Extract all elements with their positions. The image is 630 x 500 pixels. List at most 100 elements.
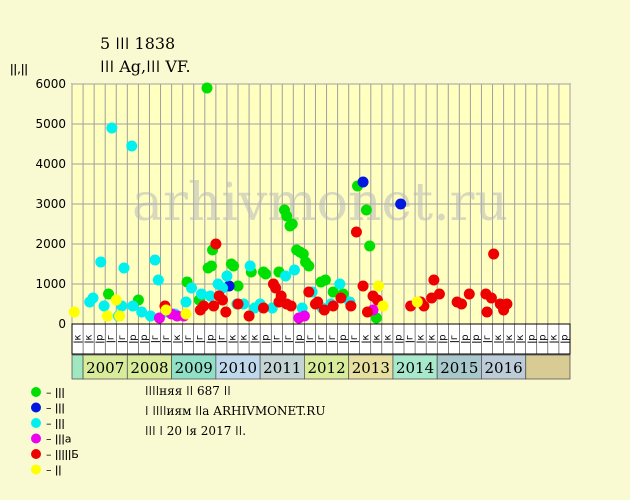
category-label: ǀр [294,334,305,343]
data-point [501,298,513,310]
year-label: 2007 [86,359,124,377]
data-point [232,280,244,292]
data-point [243,310,255,322]
data-point [186,282,198,294]
legend-entry: – ǀǀǀа [46,433,71,446]
category-label: ǀг [316,335,327,343]
data-point [318,304,330,316]
data-point [281,210,293,222]
category-label: ǀг [449,335,460,343]
y-tick-label: 5000 [35,117,66,131]
data-point [118,262,130,274]
data-point [208,300,220,312]
year-band: 2007 2008 2009 2010 2011 2012 2013 2014 2015 2016 [71,354,571,380]
data-point [145,310,157,322]
data-point [228,260,240,272]
legend-marker [31,418,41,428]
data-point [270,282,282,294]
data-point [334,278,346,290]
legend-marker [31,449,41,459]
legend-marker [31,464,41,475]
category-label: ǀг [106,335,117,343]
watermark: arhivmonet.ru [132,173,508,233]
data-point [204,290,216,302]
category-label: ǀк [84,335,95,344]
legend-entry: – ǀǀǀ [46,417,65,430]
category-label: ǀг [283,335,294,343]
category-label: ǀр [393,334,404,343]
y-tick-label: 1000 [35,277,66,291]
data-point [221,270,233,282]
year-label: 2016 [485,359,523,377]
data-point [195,288,207,300]
data-point [220,306,232,318]
category-label: ǀг [117,335,128,343]
year-cell [303,354,350,380]
data-point [350,226,362,238]
data-point [285,300,297,312]
data-point [327,286,339,298]
data-point [126,140,138,152]
year-cell [71,354,84,380]
legend-marker [31,387,41,397]
category-label: ǀк [416,335,427,344]
category-label: ǀк [493,335,504,344]
data-point [106,122,118,134]
data-point [198,300,210,312]
data-point [152,274,164,286]
data-point [95,256,107,268]
legend-entry: – ǀǀǀ [46,386,65,399]
data-point [395,198,407,210]
category-label: ǀр [205,334,216,343]
data-point [373,280,385,292]
data-point [288,264,300,276]
category-label: ǀк [360,335,371,344]
data-point [286,218,298,230]
chart-subtitle: ǀǀǀ Ag,ǀǀǀ VF. [100,57,191,76]
year-label: 2013 [352,359,390,377]
data-point [260,268,272,280]
data-point [275,290,287,302]
category-label: ǀр [95,334,106,343]
category-label: ǀг [405,335,416,343]
data-point [205,260,217,272]
data-point [127,300,139,312]
year-cell [348,354,394,380]
y-tick-label: 3000 [35,197,66,211]
category-label: ǀр [559,334,570,343]
data-points [68,82,513,324]
data-point [244,260,256,272]
year-cell [171,354,217,380]
data-point [210,238,222,250]
data-point [312,296,324,308]
data-point [360,204,372,216]
category-label: ǀр [460,334,471,343]
y-tick-label: 0 [58,317,66,331]
info-line-3: ǀǀǀ ǀ 20 ǀя 2017 ǀǀ. [145,424,246,438]
data-point [433,288,445,300]
data-point [153,312,165,324]
year-label: 2008 [130,359,168,377]
data-point [488,248,500,260]
category-label: ǀк [172,335,183,344]
data-point [463,288,475,300]
year-cell [436,354,482,380]
category-label: ǀк [515,335,526,344]
data-point [428,274,440,286]
year-label: 2009 [175,359,213,377]
data-point [160,304,172,316]
category-label: ǀр [537,334,548,343]
data-point [481,306,493,318]
category-label: ǀр [526,334,537,343]
legend-marker [31,433,41,444]
y-ticks: 0 1000 2000 3000 4000 5000 6000 [35,77,66,331]
category-label: ǀг [183,335,194,343]
data-point [87,292,99,304]
year-cell [126,354,173,380]
year-label: 2015 [440,359,478,377]
category-label: ǀг [272,335,283,343]
legend-entry: – ǀǀǀǀǀБ [46,448,79,461]
data-point [136,306,148,318]
